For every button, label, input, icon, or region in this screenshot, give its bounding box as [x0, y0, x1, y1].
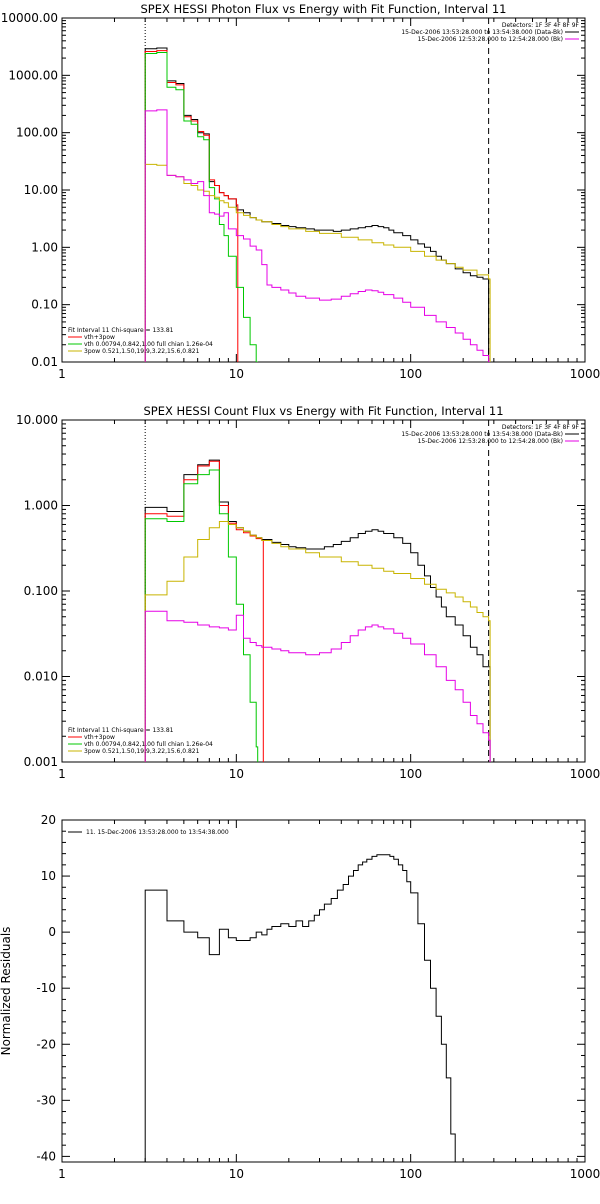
- chart-2-legend-left-2: vth 0.00794,0.842,1.00 full chian 1.26e-…: [84, 741, 213, 748]
- chart-2-series-0-line: [144, 459, 491, 762]
- chart-3-ylabel: Normalized Residuals: [0, 927, 13, 1056]
- chart-1-ytick-label: 1.00: [31, 240, 58, 254]
- chart-3-ytick-label: -10: [36, 981, 56, 995]
- chart-2-frame: [61, 419, 586, 763]
- chart-1-legend-left-0: Fit Interval 11 Chi-square = 133.81: [68, 327, 174, 334]
- chart-1-xtick-label: 1: [58, 367, 66, 381]
- chart-1-legend-left-2: vth 0.00794,0.842,1.00 full chian 1.26e-…: [84, 341, 213, 348]
- chart-1-title: SPEX HESSI Photon Flux vs Energy with Fi…: [140, 2, 506, 16]
- chart-2-ytick-label: 1.000: [24, 499, 58, 513]
- chart-2-ytick-label: 0.100: [24, 584, 58, 598]
- chart-1-xtick-label: 10: [229, 367, 244, 381]
- chart-3-ytick-label: -40: [36, 1149, 56, 1163]
- chart-1-frame: [61, 17, 586, 363]
- chart-2-legend-right-0: Detectors: 1F 3F 4F 8F 9F: [502, 424, 580, 431]
- chart-1-legend-left-3: 3pow 0.521,1.50,19.9,3.22,15.6,0.821: [84, 348, 200, 355]
- chart-1-ytick-label: 10.00: [24, 183, 58, 197]
- chart-2-legend-left-0: Fit Interval 11 Chi-square = 133.81: [68, 727, 174, 734]
- chart-3-frame: [61, 819, 586, 1163]
- chart-1-ytick-label: 10000.00: [1, 11, 58, 25]
- chart-1-ytick-label: 0.01: [31, 355, 58, 369]
- chart-1-series-3-line: [144, 163, 491, 362]
- chart-2-legend-right-2: 15-Dec-2006 12:53:28.000 to 12:54:28.000…: [418, 438, 563, 445]
- chart-1-ytick-label: 100.00: [16, 126, 58, 140]
- chart-2-group: SPEX HESSI Count Flux vs Energy with Fit…: [16, 404, 600, 781]
- chart-3-xtick-label: 1: [58, 1167, 66, 1181]
- chart-1-ytick-label: 1000.00: [8, 68, 58, 82]
- chart-3-ytick-label: 0: [48, 925, 56, 939]
- chart-2-ytick-label: 10.000: [16, 413, 58, 427]
- chart-1-series-1-line: [144, 50, 239, 362]
- chart-1-group: SPEX HESSI Photon Flux vs Energy with Fi…: [1, 2, 600, 381]
- chart-2-series-3-line: [144, 521, 491, 762]
- chart-3-ytick-label: -20: [36, 1037, 56, 1051]
- chart-3-ytick-label: 10: [41, 869, 56, 883]
- chart-3-ytick-label: -30: [36, 1093, 56, 1107]
- chart-3-xtick-label: 100: [399, 1167, 422, 1181]
- chart-1-legend-right-2: 15-Dec-2006 12:53:28.000 to 12:54:28.000…: [418, 36, 563, 43]
- chart-3-xtick-label: 1000: [570, 1167, 600, 1181]
- chart-1-plot-area: [144, 18, 491, 362]
- chart-2-xtick-label: 10: [229, 767, 244, 781]
- chart-1-legend-right-0: Detectors: 1F 3F 4F 8F 9F: [502, 22, 580, 29]
- chart-2-legend-left-3: 3pow 0.521,1.50,19.9,3.22,15.6,0.821: [84, 748, 200, 755]
- chart-1-series-0-line: [144, 47, 491, 362]
- chart-1-ytick-label: 0.10: [31, 298, 58, 312]
- chart-2-title: SPEX HESSI Count Flux vs Energy with Fit…: [143, 404, 503, 418]
- chart-3-ytick-label: 20: [41, 813, 56, 827]
- chart-3-xtick-label: 10: [229, 1167, 244, 1181]
- chart-3-legend-0: 11. 15-Dec-2006 13:53:28.000 to 13:54:38…: [86, 829, 229, 836]
- chart-2-plot-area: [144, 420, 491, 762]
- chart-2-ytick-label: 0.010: [24, 670, 58, 684]
- chart-1-legend-right-1: 15-Dec-2006 13:53:28.000 to 13:54:38.000…: [401, 29, 563, 36]
- chart-1-legend-left-1: vth+3pow: [84, 334, 115, 341]
- chart-3-series-0-line: [144, 854, 491, 1162]
- chart-3-plot-area: [144, 854, 491, 1162]
- chart-1-xtick-label: 1000: [570, 367, 600, 381]
- chart-1-series-4-line: [144, 109, 491, 362]
- chart-2-series-4-line: [144, 610, 491, 762]
- chart-2-legend-left-1: vth+3pow: [84, 734, 115, 741]
- chart-2-xtick-label: 1000: [570, 767, 600, 781]
- chart-2-xtick-label: 100: [399, 767, 422, 781]
- chart-2-xtick-label: 1: [58, 767, 66, 781]
- chart-2-legend-right-1: 15-Dec-2006 13:53:28.000 to 13:54:38.000…: [401, 431, 563, 438]
- chart-2-series-2-line: [144, 469, 259, 762]
- chart-1-series-2-line: [144, 52, 258, 362]
- chart-2-ytick-label: 0.001: [24, 755, 58, 769]
- chart-1-xtick-label: 100: [399, 367, 422, 381]
